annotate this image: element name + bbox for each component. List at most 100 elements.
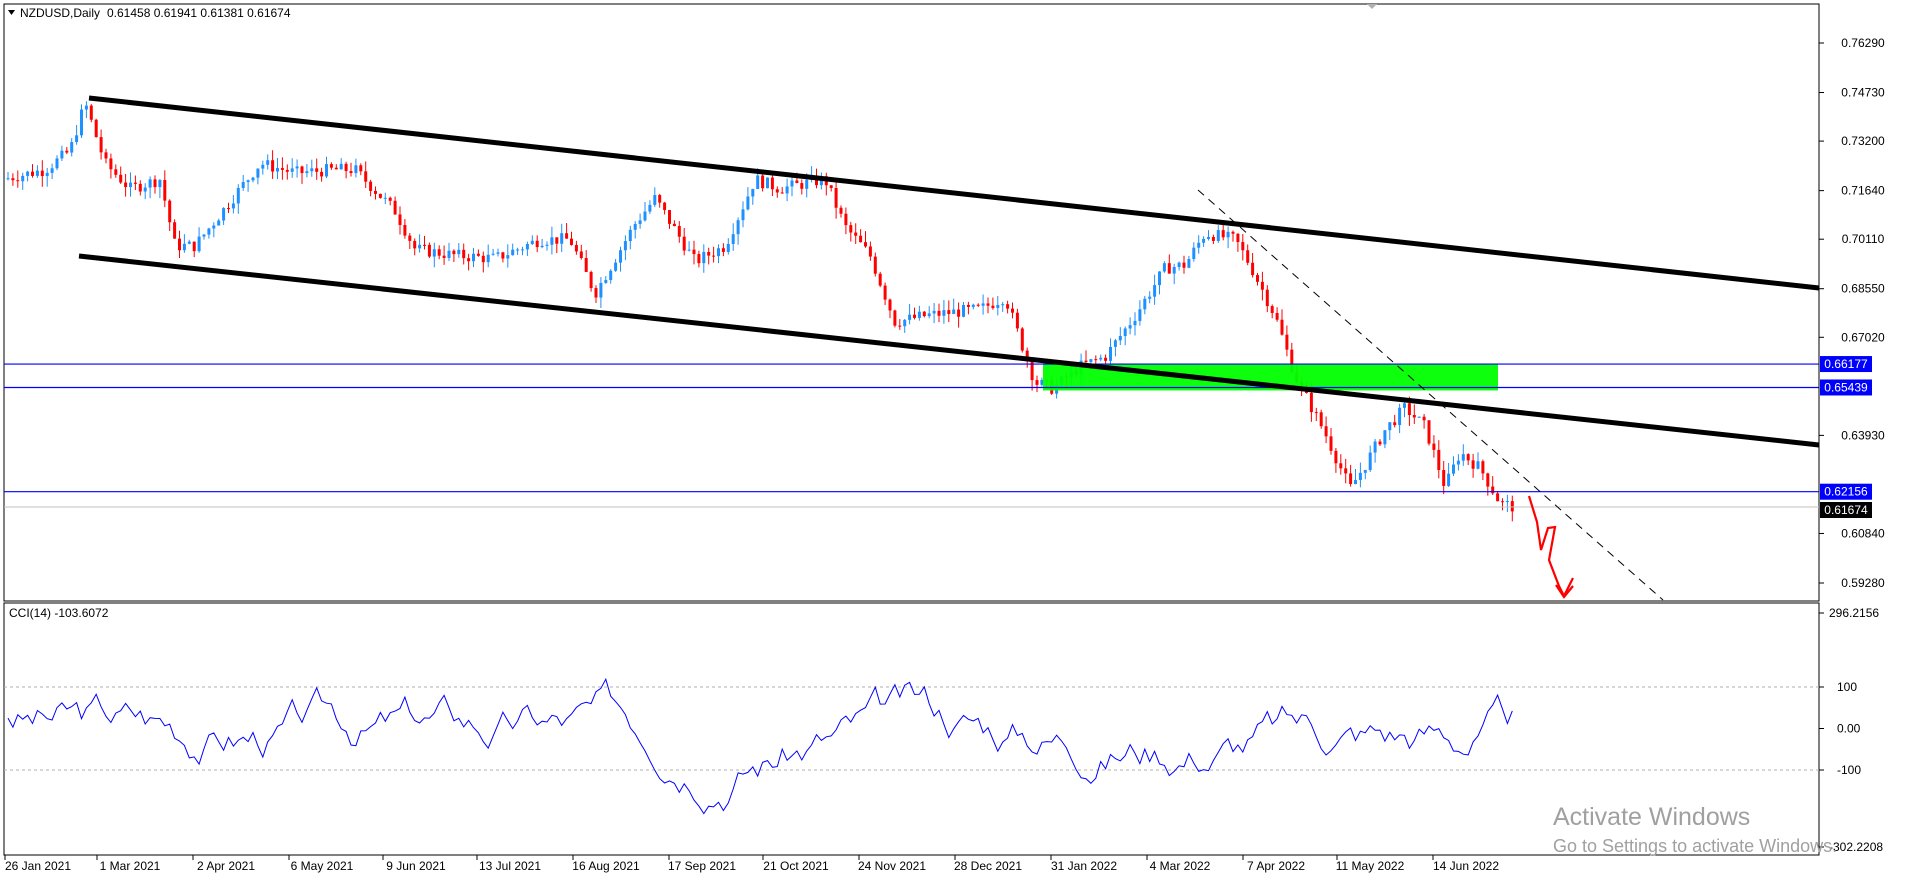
bull-candle (60, 150, 64, 159)
bull-candle (1197, 242, 1201, 248)
time-tick-label: 1 Mar 2021 (100, 859, 161, 873)
bear-candle (1378, 441, 1382, 445)
bear-candle (1309, 392, 1313, 413)
bear-candle (1314, 412, 1318, 414)
bull-candle (1358, 472, 1362, 481)
bear-candle (712, 255, 716, 257)
bear-candle (1246, 250, 1250, 263)
bear-candle (1285, 334, 1289, 350)
bear-candle (1094, 359, 1098, 361)
bull-candle (158, 180, 162, 188)
cci-tick-label: -302.2208 (1829, 840, 1883, 854)
channel-upper-line (88, 95, 1820, 291)
price-panel[interactable] (3, 3, 1820, 602)
bear-candle (1486, 473, 1490, 487)
bull-candle (290, 168, 294, 172)
bear-candle (697, 254, 701, 264)
bear-candle (1241, 242, 1245, 251)
bull-candle (447, 250, 451, 258)
bear-candle (1015, 312, 1019, 329)
bear-candle (800, 183, 804, 189)
bull-candle (1383, 430, 1387, 445)
bull-candle (1118, 335, 1122, 341)
bear-candle (986, 303, 990, 306)
bull-candle (971, 304, 975, 307)
bear-candle (922, 311, 926, 317)
bull-candle (702, 251, 706, 264)
bear-candle (672, 223, 676, 227)
price-tick-label: 0.71640 (1841, 184, 1885, 198)
bear-candle (173, 222, 177, 239)
bear-candle (1280, 319, 1284, 335)
bear-candle (109, 158, 113, 170)
bull-candle (84, 105, 88, 110)
bear-candle (815, 176, 818, 186)
bear-candle (1466, 454, 1470, 461)
bear-candle (1182, 262, 1186, 268)
bull-candle (1133, 320, 1137, 326)
bear-candle (682, 236, 686, 251)
bear-candle (481, 255, 485, 263)
bull-candle (604, 280, 608, 283)
horizontal-levels[interactable] (4, 363, 1819, 508)
bear-candle (795, 180, 799, 184)
bear-candle (413, 240, 417, 249)
bear-candle (1442, 470, 1446, 486)
bear-candle (947, 310, 951, 315)
bull-candle (432, 249, 436, 257)
bull-candle (1192, 247, 1196, 260)
bear-candle (114, 169, 118, 175)
bull-candle (643, 211, 647, 221)
price-tick-label: 0.67020 (1841, 330, 1885, 344)
bear-candle (829, 185, 833, 189)
bear-candle (344, 163, 348, 172)
bear-candle (285, 169, 289, 172)
bull-candle (75, 135, 79, 143)
price-axis: 0.76290 0.74730 0.73200 0.71640 0.70110 0.685… (1819, 36, 1885, 590)
indicator-panel[interactable] (3, 602, 1820, 856)
bull-candle (1363, 469, 1367, 473)
bear-candle (1236, 233, 1240, 243)
bear-candle (1481, 461, 1485, 474)
bear-candle (594, 288, 598, 298)
bull-candle (1099, 357, 1103, 360)
bull-candle (805, 179, 809, 189)
bull-candle (217, 220, 221, 226)
bull-candle (540, 245, 544, 248)
bull-candle (614, 262, 618, 271)
price-tick-label: 0.59280 (1841, 576, 1885, 590)
triangle-down-icon[interactable] (8, 10, 15, 15)
bull-candle (231, 203, 235, 209)
bull-candle (246, 180, 250, 183)
bull-candle (525, 244, 529, 250)
bear-candle (878, 273, 882, 286)
bull-candle (1162, 263, 1166, 272)
bull-candle (325, 164, 328, 177)
bull-candle (1177, 262, 1181, 268)
bear-candle (1339, 463, 1343, 469)
time-tick-label: 26 Jan 2021 (5, 859, 71, 873)
bear-candle (329, 164, 333, 168)
price-tick-label: 0.60840 (1841, 526, 1885, 540)
bull-candle (619, 250, 622, 263)
bear-candle (168, 200, 172, 223)
scroll-marker-icon[interactable] (1367, 4, 1377, 9)
bull-candle (418, 244, 422, 249)
price-tick-label: 0.70110 (1842, 232, 1885, 246)
time-tick-label: 13 Jul 2021 (479, 859, 541, 873)
bear-candle (1270, 306, 1274, 313)
bear-candle (1407, 403, 1411, 416)
price-tick-label: 0.74730 (1841, 86, 1885, 100)
bull-candle (148, 179, 152, 188)
bear-candle (854, 232, 858, 236)
trend-channel-lines[interactable] (78, 95, 1820, 601)
price-tick-label: 0.73200 (1841, 134, 1885, 148)
bear-candle (462, 249, 466, 259)
bull-candle (491, 253, 495, 255)
bull-candle (339, 163, 343, 170)
bear-candle (1329, 436, 1333, 451)
bear-candle (1349, 473, 1353, 485)
bull-candle (726, 243, 730, 252)
bear-candle (1501, 501, 1504, 503)
